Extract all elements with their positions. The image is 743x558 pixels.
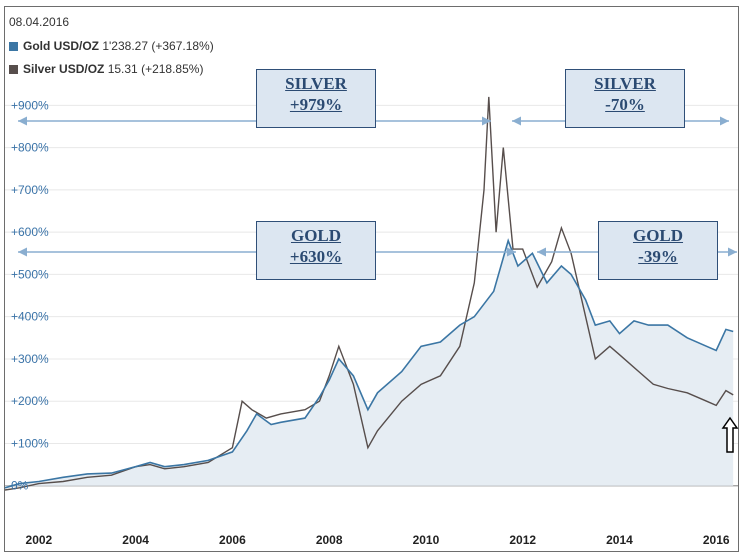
date-label: 08.04.2016 [9,15,70,29]
silver-loss-arrow-right [685,116,729,126]
y-tick-label: +400% [11,310,49,324]
x-tick-label: 2002 [26,533,53,547]
y-tick-label: 0% [11,479,29,493]
legend-gold: Gold USD/OZ 1'238.27 (+367.18%) [9,39,214,53]
gold-area-fill [5,240,734,488]
silver-gain-arrow-right [376,116,491,126]
gold-gain-arrow-left [18,247,256,257]
y-tick-label: +300% [11,352,49,366]
silver-loss-value: -70% [605,95,645,114]
x-tick-label: 2016 [703,533,730,547]
x-tick-label: 2012 [509,533,536,547]
gold-gain-box: GOLD +630% [256,221,376,280]
gold-gain-title: GOLD [290,226,342,245]
gold-loss-arrow-right [718,247,737,257]
x-tick-label: 2004 [122,533,149,547]
silver-loss-arrow-left [512,116,565,126]
gold-loss-title: GOLD [632,226,684,245]
silver-gain-value: +979% [289,95,343,114]
x-tick-label: 2006 [219,533,246,547]
legend-gold-name: Gold USD/OZ [23,39,99,53]
current-marker-arrow-icon [721,416,739,453]
y-tick-label: +800% [11,141,49,155]
silver-loss-box: SILVER -70% [565,69,685,128]
silver-gain-arrow-left [18,116,256,126]
x-tick-label: 2014 [606,533,633,547]
y-tick-label: +100% [11,436,49,450]
legend-silver-name: Silver USD/OZ [23,62,105,76]
gold-series-line [4,238,734,489]
gold-swatch [9,42,18,51]
x-axis: 2002 2004 2006 2008 2010 2012 2014 2016 [26,533,730,547]
gold-gain-arrow-right [376,247,516,257]
gold-loss-arrow-left [537,247,598,257]
y-tick-label: +700% [11,183,49,197]
legend-silver-value: 15.31 (+218.85%) [107,62,204,76]
y-tick-label: +900% [11,98,49,112]
gold-loss-value: -39% [638,247,678,266]
y-tick-label: +600% [11,225,49,239]
y-tick-label: +500% [11,267,49,281]
silver-series-line [4,96,734,491]
x-tick-label: 2008 [316,533,343,547]
gold-loss-box: GOLD -39% [598,221,718,280]
silver-swatch [9,65,18,74]
silver-gain-box: SILVER +979% [256,69,376,128]
legend-silver: Silver USD/OZ 15.31 (+218.85%) [9,62,203,76]
legend-gold-value: 1'238.27 (+367.18%) [102,39,214,53]
y-axis: 0% +100% +200% +300% +400% +500% +600% +700% +80… [11,98,49,492]
silver-gain-title: SILVER [285,74,347,93]
silver-loss-title: SILVER [594,74,656,93]
gold-gain-value: +630% [289,247,343,266]
annotation-arrows [18,116,737,257]
x-tick-label: 2010 [413,533,440,547]
y-tick-label: +200% [11,394,49,408]
